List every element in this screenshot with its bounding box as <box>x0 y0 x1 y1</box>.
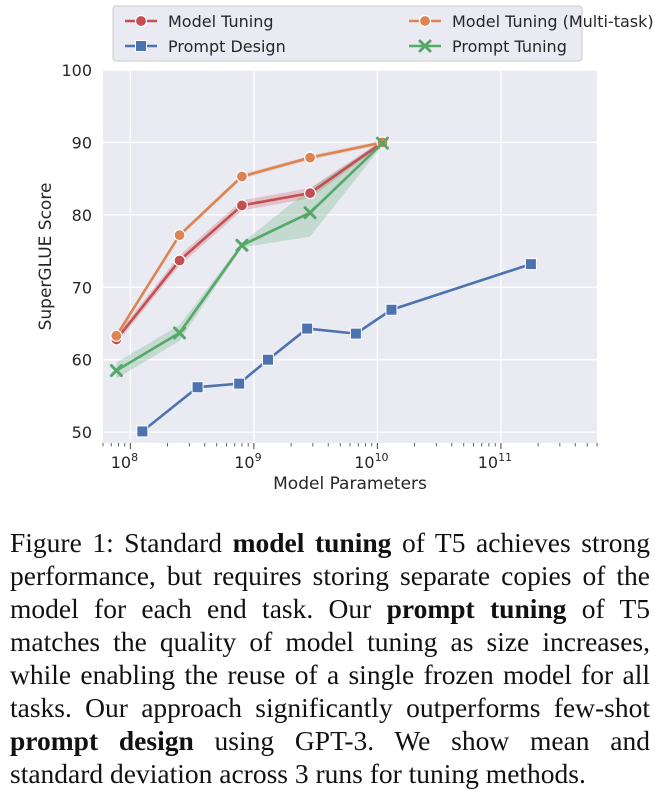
x-tick-label: 1011 <box>478 451 512 472</box>
y-tick-label: 100 <box>61 61 92 80</box>
prompt-tuning-point <box>235 238 249 252</box>
y-tick-label: 90 <box>72 133 92 152</box>
prompt-tuning-point <box>303 206 317 220</box>
model-tuning-point <box>173 254 186 267</box>
x-axis-label: Model Parameters <box>273 474 427 494</box>
y-tick-labels: 50 60 70 80 90 100 <box>61 61 92 442</box>
model-tuning-multi-task-point <box>303 151 317 164</box>
caption-bold-model-tuning: model tuning <box>232 527 392 558</box>
figure-caption: Figure 1: Standard model tuning of T5 ac… <box>10 527 650 789</box>
prompt-design-legend-label: Prompt Design <box>168 37 286 56</box>
superglue-chart: 50 60 70 80 90 100 108 109 1010 1011 Model Param… <box>36 5 654 494</box>
legend: Model Tuning Model Tuning (Multi-task) Pro… <box>112 5 654 62</box>
y-tick-label: 70 <box>72 278 92 297</box>
model-tuning-multi-task-point <box>235 170 249 183</box>
model-tuning-point <box>235 199 249 212</box>
series-markers <box>109 136 537 438</box>
caption-bold-prompt-design: prompt design <box>10 725 194 756</box>
model-tuning-multi-task-point <box>110 329 123 342</box>
prompt-tuning-point <box>376 136 390 150</box>
prompt-tuning-band <box>116 140 383 379</box>
y-axis-label: SuperGLUE Score <box>36 183 56 331</box>
model-tuning-point <box>303 187 317 200</box>
prompt-design-point <box>524 258 537 271</box>
prompt-design-point <box>385 303 398 316</box>
model-tuning-legend-marker <box>134 14 148 28</box>
prompt-tuning-point <box>173 326 187 340</box>
model-tuning-multi-task-point <box>173 229 186 242</box>
prompt-tuning-legend-label: Prompt Tuning <box>452 37 567 56</box>
prompt-tuning-legend-marker <box>418 39 432 53</box>
prompt-design-legend-marker <box>135 40 147 52</box>
prompt-design-point <box>301 322 314 335</box>
model-tuning-multi-task-legend-marker <box>418 14 432 28</box>
y-tick-label: 80 <box>72 206 92 225</box>
prompt-design-point <box>261 353 274 366</box>
caption-label: Figure 1: <box>10 527 114 558</box>
model-tuning-legend-label: Model Tuning <box>168 12 274 31</box>
y-tick-label: 50 <box>72 423 92 442</box>
prompt-design-point <box>191 381 204 394</box>
prompt-design-point <box>136 425 149 438</box>
model-tuning-multi-task-legend-label: Model Tuning (Multi-task) <box>452 12 654 31</box>
caption-bold-prompt-tuning: prompt tuning <box>386 593 567 624</box>
prompt-tuning-point <box>109 364 123 378</box>
legend-box <box>112 5 583 62</box>
std-bands <box>116 140 383 379</box>
x-tick-label: 108 <box>111 451 138 472</box>
y-tick-label: 60 <box>72 351 92 370</box>
x-tick-labels: 108 109 1010 1011 <box>102 443 598 472</box>
x-tick-label: 109 <box>234 451 261 472</box>
prompt-design-point <box>349 327 362 340</box>
model-tuning-band <box>116 140 383 344</box>
prompt-design-point <box>233 377 246 390</box>
x-tick-label: 1010 <box>354 451 388 472</box>
grid-lines <box>103 69 597 443</box>
